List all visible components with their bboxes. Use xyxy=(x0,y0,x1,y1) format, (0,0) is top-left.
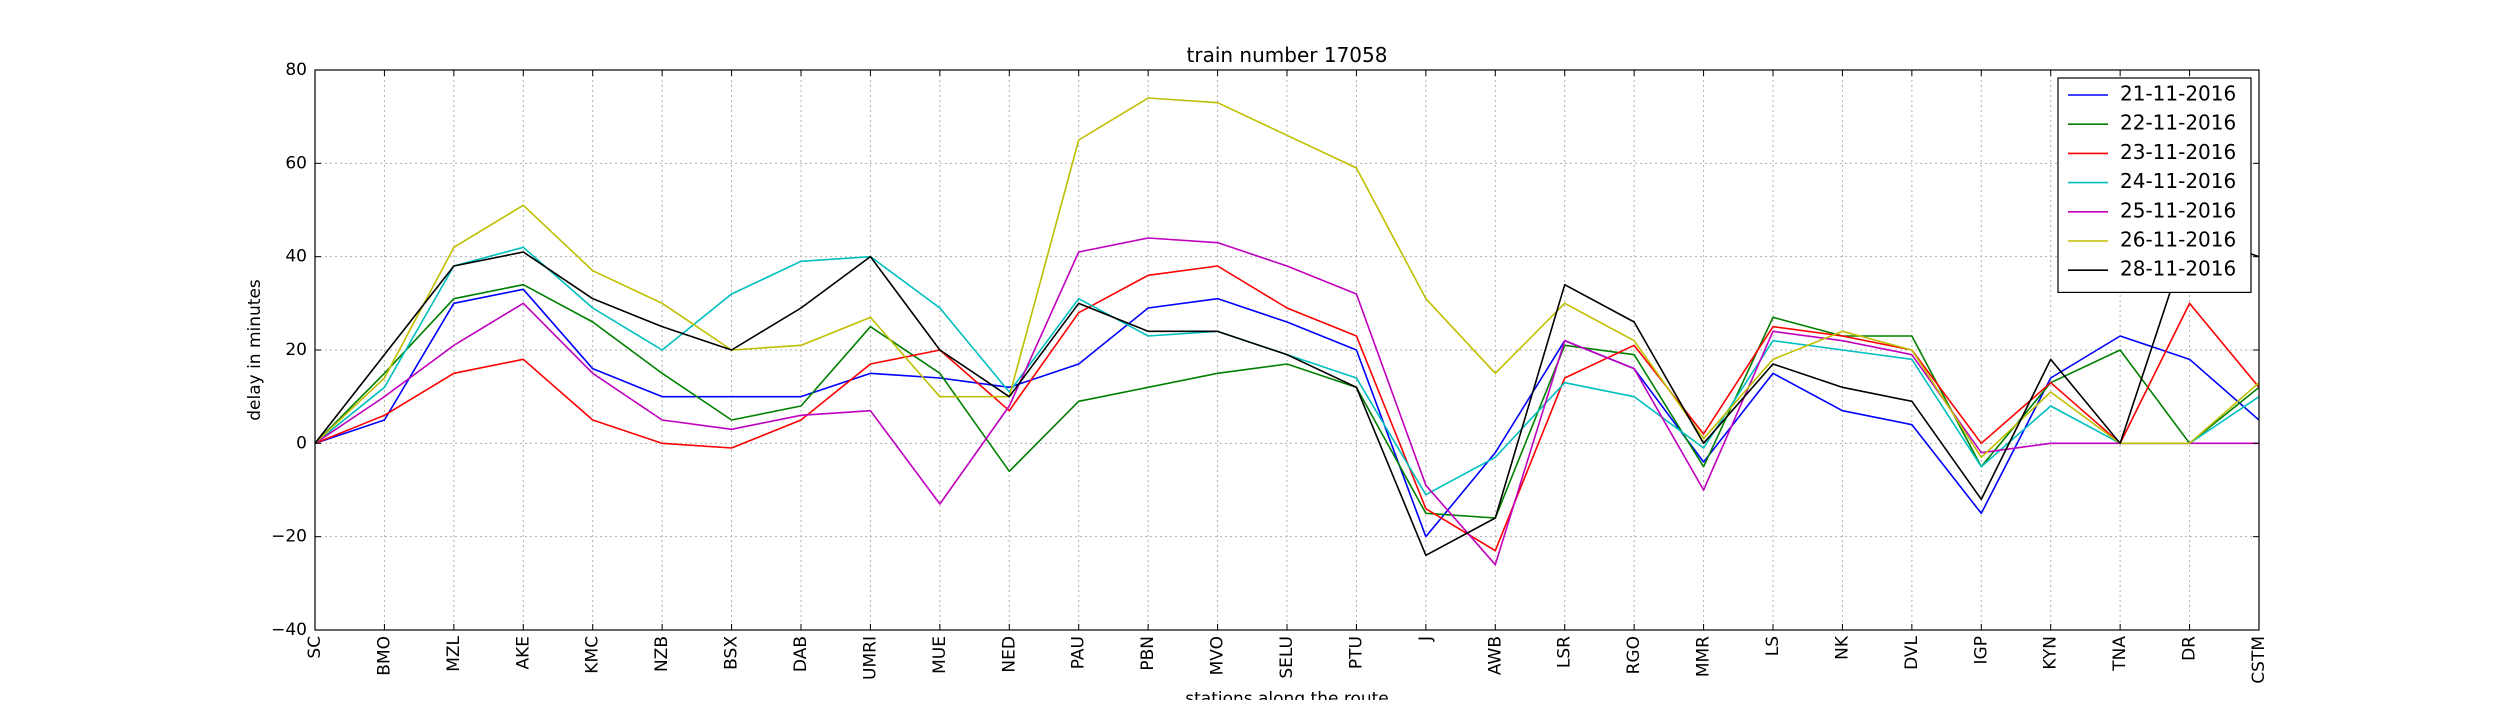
y-tick-label: −20 xyxy=(271,527,307,547)
x-tick-label: J xyxy=(1416,636,1436,642)
x-tick-label: PAU xyxy=(1069,636,1089,669)
x-tick-label: DVL xyxy=(1902,635,1922,669)
x-tick-label: PBN xyxy=(1138,636,1158,671)
y-axis-label: delay in minutes xyxy=(245,279,265,421)
y-tick-label: −40 xyxy=(271,620,307,640)
series-line-22-11-2016 xyxy=(315,283,2259,519)
x-tick-label: NED xyxy=(999,636,1019,673)
legend-box xyxy=(2057,77,2252,293)
x-tick-label: BSX xyxy=(722,636,742,670)
legend-label: 23-11-2016 xyxy=(2120,140,2236,164)
x-tick-label: AWB xyxy=(1485,636,1505,675)
x-tick-label: LSR xyxy=(1555,636,1575,668)
x-tick-label: PTU xyxy=(1346,636,1366,669)
x-tick-label: KMC xyxy=(583,636,603,674)
x-tick-label: RGO xyxy=(1624,636,1644,674)
axis-ticks: SC BMO MZL AKE KMC NZB BSX DAB UMRI MUE NED PAU PBN M… xyxy=(271,60,2269,684)
legend: 21-11-2016 22-11-2016 23-11-2016 24-11-2016… xyxy=(2057,77,2252,293)
legend-label: 22-11-2016 xyxy=(2120,111,2236,135)
grid-lines xyxy=(314,69,2260,631)
series-line-21-11-2016 xyxy=(315,288,2259,538)
x-tick-label: CSTM xyxy=(2249,636,2269,684)
y-tick-label: 80 xyxy=(285,60,307,80)
legend-label: 28-11-2016 xyxy=(2120,257,2236,281)
x-tick-label: TNA xyxy=(2110,636,2130,672)
chart-title: train number 17058 xyxy=(1187,43,1388,67)
x-tick-label: KYN xyxy=(2041,636,2061,670)
x-tick-label: MMR xyxy=(1694,636,1714,677)
x-tick-label: MZL xyxy=(444,635,464,671)
x-tick-label: MUE xyxy=(930,636,950,674)
x-tick-label: UMRI xyxy=(860,636,880,680)
legend-label: 25-11-2016 xyxy=(2120,198,2236,222)
legend-label: 24-11-2016 xyxy=(2120,169,2236,193)
y-tick-label: 0 xyxy=(296,433,307,453)
x-tick-label: NZB xyxy=(652,636,672,672)
series-line-28-11-2016 xyxy=(315,232,2259,557)
x-tick-label: NK xyxy=(1832,635,1852,660)
x-tick-label: LS xyxy=(1763,636,1783,656)
x-tick-label: AKE xyxy=(513,636,533,670)
x-tick-label: SC xyxy=(305,636,325,659)
x-tick-label: DAB xyxy=(791,636,811,672)
x-tick-label: IGP xyxy=(1971,636,1991,664)
x-axis-label: stations along the route xyxy=(1185,689,1389,700)
series-line-26-11-2016 xyxy=(315,97,2259,459)
y-tick-label: 20 xyxy=(285,340,307,360)
series-line-23-11-2016 xyxy=(315,265,2259,552)
x-tick-label: SELU xyxy=(1277,636,1297,679)
y-tick-label: 40 xyxy=(285,247,307,267)
legend-label: 21-11-2016 xyxy=(2120,82,2236,106)
x-tick-label: MVO xyxy=(1208,636,1228,675)
x-tick-label: DR xyxy=(2180,636,2200,661)
legend-label: 26-11-2016 xyxy=(2120,228,2236,252)
y-tick-label: 60 xyxy=(285,153,307,173)
series-lines xyxy=(315,97,2259,566)
x-tick-label: BMO xyxy=(374,636,394,676)
series-line-25-11-2016 xyxy=(315,237,2259,566)
